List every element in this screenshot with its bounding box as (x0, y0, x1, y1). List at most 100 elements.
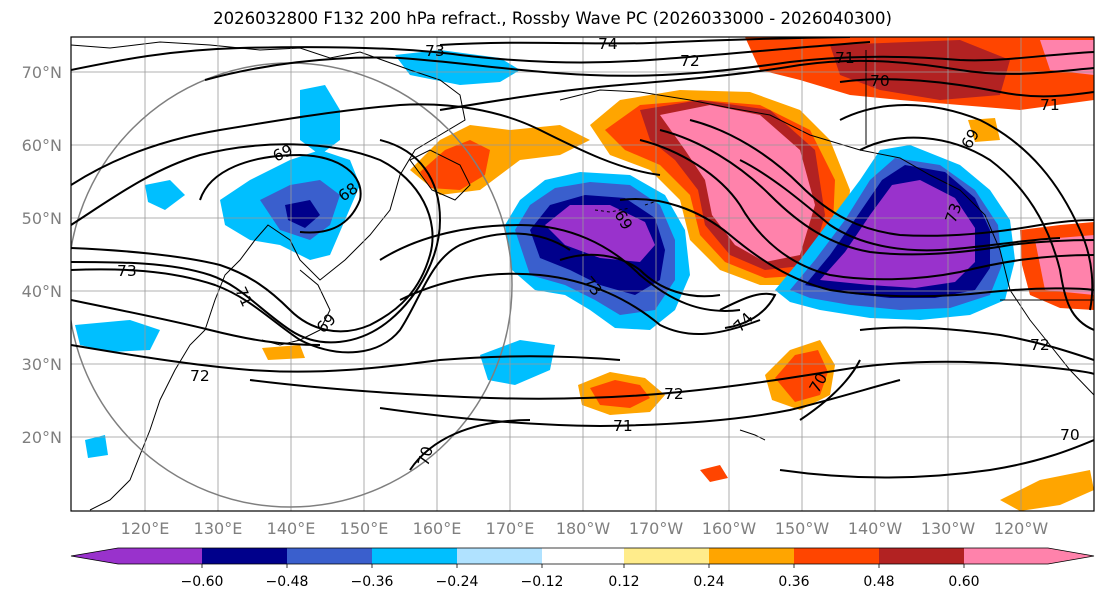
lon-label: 150°E (340, 519, 389, 538)
lat-label: 20°N (22, 428, 62, 447)
contour-label: 70 (1060, 426, 1080, 444)
lon-label: 170°E (486, 519, 535, 538)
contour-ring-west-1 (71, 143, 434, 333)
contour-east-1 (639, 139, 1094, 281)
colorbar-tick-label: 0.24 (693, 574, 724, 590)
contour-74-north (439, 37, 851, 46)
colorbar: −0.60 −0.48 −0.36 −0.24 −0.12 0.12 0.24 … (70, 547, 1095, 590)
colorbar-segment (202, 548, 287, 564)
contour-label: 72 (664, 385, 684, 403)
colorbar-segment (287, 548, 372, 564)
coastline-japan (261, 269, 331, 346)
contour-68-west (199, 153, 362, 234)
contour-70-south (409, 419, 531, 471)
warm-region-east-small (968, 118, 1000, 142)
coastline-kamchatka (409, 149, 471, 201)
contour-south-bottom (779, 439, 1094, 479)
colorbar-tick-label: 0.48 (863, 574, 894, 590)
lon-label: 160°E (413, 519, 462, 538)
contour-east-ring-2 (859, 136, 1094, 331)
lon-label: 120°E (121, 519, 170, 538)
lat-label: 70°N (22, 63, 62, 82)
contour-73-west (71, 232, 571, 354)
contour-label: 72 (190, 367, 210, 385)
contour-73-central (559, 253, 721, 298)
coastline-hawaii (739, 429, 766, 441)
contour-east-3 (689, 119, 1094, 237)
coastline-alaska (559, 89, 1094, 396)
colorbar-ticks (201, 564, 965, 568)
contour-71-south (379, 379, 901, 428)
lat-label: 30°N (22, 355, 62, 374)
contour-label: 71 (835, 49, 855, 67)
warm-region-subtropical-4 (1000, 470, 1094, 511)
warm-region-west-small (262, 345, 305, 360)
colorbar-segment (71, 548, 202, 564)
colorbar-segment (794, 548, 879, 564)
contour-71-west (71, 299, 321, 346)
contour-label: 70 (414, 444, 436, 468)
cool-region-west-pacific-2 (480, 340, 555, 385)
colorbar-tick-label: 0.60 (948, 574, 979, 590)
cool-region-central-pacific-max (545, 205, 655, 262)
colorbar-tick-label: −0.12 (521, 574, 564, 590)
colorbar-segment (457, 548, 542, 564)
warm-region-arctic-edge (1040, 40, 1094, 75)
cool-region-west-pacific-3 (85, 435, 108, 458)
colorbar-segment (372, 548, 457, 564)
contour-label: 73 (425, 42, 445, 60)
contour-73-north (71, 41, 871, 71)
colorbar-outline (70, 547, 1095, 565)
contour-east-south (859, 326, 1094, 361)
contour-label: 72 (680, 52, 700, 70)
longitude-labels: 120°E 130°E 140°E 150°E 160°E 170°E 180°… (121, 519, 1049, 538)
lon-label: 160°W (702, 519, 757, 538)
colorbar-segment (542, 548, 624, 564)
contour-label: 72 (1030, 336, 1050, 354)
contour-label: 71 (613, 417, 633, 435)
colorbar-tick-label: −0.24 (436, 574, 479, 590)
contour-69-west (71, 103, 661, 186)
lon-label: 130°W (921, 519, 976, 538)
lat-label: 60°N (22, 136, 62, 155)
lat-label: 40°N (22, 282, 62, 301)
contour-72-west (71, 344, 621, 373)
contour-label: 73 (942, 201, 966, 226)
contour-70-south-east (799, 359, 861, 421)
colorbar-tick-label: 0.36 (778, 574, 809, 590)
contour-72-south (249, 360, 1094, 400)
contour-ring-west-2 (71, 139, 442, 344)
contour-east-ring-1 (839, 104, 1094, 311)
lon-label: 130°E (194, 519, 243, 538)
contour-74-central (719, 292, 777, 329)
lon-label: 170°W (629, 519, 684, 538)
colorbar-segment (964, 548, 1094, 564)
colorbar-segment (709, 548, 794, 564)
colorbar-tick-label: 0.12 (608, 574, 639, 590)
lat-label: 50°N (22, 209, 62, 228)
cool-region-sea-of-okhotsk-core (285, 200, 320, 228)
colorbar-tick-label: −0.36 (351, 574, 394, 590)
latitude-labels: 70°N 60°N 50°N 40°N 30°N 20°N (22, 63, 62, 447)
contour-label: 70 (870, 72, 890, 90)
contour-east-4 (619, 198, 1094, 298)
contour-central-1 (379, 223, 741, 312)
colorbar-segment (624, 548, 709, 564)
contour-label: 74 (598, 35, 618, 53)
contour-label: 71 (1040, 96, 1060, 114)
cool-region-north-sea (300, 85, 340, 155)
contour-71-north (439, 59, 1094, 111)
lon-label: 140°E (267, 519, 316, 538)
warm-region-subtropical-3 (700, 465, 728, 482)
colorbar-tick-label: −0.60 (181, 574, 224, 590)
cool-region-small-1 (145, 180, 185, 210)
contour-central-2 (399, 272, 761, 335)
warm-region-kamchatka-core (420, 140, 490, 190)
contour-label: 73 (117, 262, 137, 280)
colorbar-segment (879, 548, 964, 564)
lon-label: 180°W (556, 519, 611, 538)
lon-label: 150°W (775, 519, 830, 538)
cool-region-west-pacific-1 (75, 320, 160, 352)
colorbar-tick-label: −0.48 (266, 574, 309, 590)
